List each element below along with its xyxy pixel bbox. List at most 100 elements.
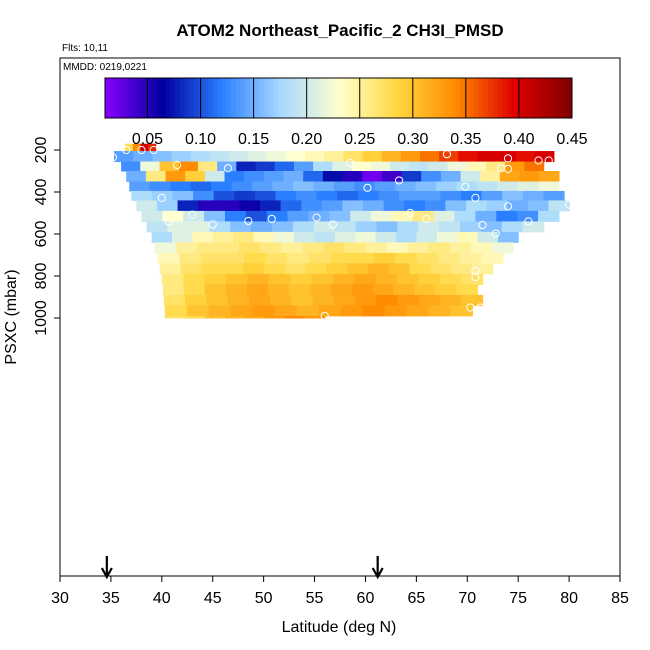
heatmap-cell (126, 171, 147, 182)
heatmap-cell (363, 200, 385, 212)
heatmap-cell (501, 221, 524, 233)
heatmap-cell (178, 161, 199, 172)
colorbar-swatch (487, 78, 494, 118)
heatmap-cell (198, 200, 220, 212)
heatmap-cell (375, 231, 397, 243)
heatmap-cell (357, 190, 380, 201)
sample-point (466, 303, 475, 312)
heatmap-cell (365, 242, 388, 254)
colorbar-swatch (114, 78, 120, 118)
heatmap-cell (397, 294, 420, 306)
colorbar-swatch (310, 78, 316, 118)
heatmap-cell (497, 231, 519, 243)
heatmap-cell (305, 151, 325, 163)
colorbar-swatch (459, 78, 466, 118)
sample-point (471, 193, 480, 202)
colorbar-swatch (254, 78, 260, 118)
colorbar-swatch (431, 78, 438, 118)
heatmap-cell (376, 294, 399, 306)
heatmap-cell (384, 305, 408, 317)
colorbar-swatch (422, 78, 428, 118)
colorbar-swatch (469, 78, 475, 118)
heatmap-cell (273, 231, 295, 243)
heatmap-cell (151, 231, 173, 243)
colorbar-swatch (231, 78, 237, 118)
heatmap-cell (184, 315, 206, 319)
heatmap-cell (260, 200, 282, 212)
heatmap-cell (236, 161, 257, 172)
sample-point (478, 220, 487, 230)
heatmap-cell (190, 181, 212, 192)
sample-point (544, 156, 553, 165)
heatmap-cell (252, 305, 276, 317)
heatmap-cell (227, 294, 250, 306)
heatmap-cell (419, 190, 441, 201)
sample-point (442, 150, 452, 159)
heatmap-cell (329, 210, 351, 222)
colorbar-swatch (441, 78, 447, 118)
sample-points (108, 145, 574, 320)
colorbar-swatch (273, 78, 279, 118)
heatmap-cell (272, 181, 294, 192)
colorbar-swatch (483, 78, 489, 118)
heatmap-cell (409, 161, 429, 172)
colorbar-swatch (534, 78, 540, 118)
heatmap-cell (302, 242, 324, 254)
colorbar-swatch (217, 78, 223, 118)
colorbar-swatch (366, 78, 372, 118)
heatmap-cell (251, 221, 273, 233)
colorbar-swatch (375, 78, 382, 118)
heatmap-cell (163, 294, 186, 306)
heatmap-cell (435, 284, 458, 296)
heatmap-cell (440, 294, 462, 306)
colorbar: 0.05 0.10 0.15 0.20 0.25 0.30 0.35 0.40 0.45 (104, 77, 588, 148)
colorbar-tick-label: 0.20 (291, 131, 322, 148)
colorbar-swatch (385, 78, 391, 118)
heatmap-cell (333, 294, 356, 306)
heatmap-cell (244, 171, 265, 182)
heatmap-cell (314, 231, 336, 243)
heatmap-cell (213, 190, 235, 201)
heatmap-cell (141, 210, 163, 222)
heatmap-cell (460, 171, 481, 182)
x-tick-label: 85 (611, 590, 629, 607)
heatmap-cell (362, 171, 383, 182)
flight-markers (100, 556, 384, 580)
heatmap-cell (342, 200, 364, 212)
heatmap-cell (246, 284, 269, 296)
sample-point (122, 145, 131, 155)
colorbar-swatch (184, 78, 190, 118)
colorbar-tick-label: 0.05 (132, 131, 163, 148)
heatmap-cell (418, 221, 440, 233)
y-tick-label: 800 (33, 263, 50, 290)
x-tick-label: 35 (102, 590, 120, 607)
heatmap-cell (211, 181, 233, 192)
heatmap-cell (313, 221, 336, 233)
heatmap-cell (430, 263, 452, 275)
y-axis-label: PSXC (mbar) (3, 269, 20, 364)
heatmap-cell (486, 161, 506, 172)
colorbar-swatch (259, 78, 265, 118)
heatmap-cell (439, 221, 461, 233)
heatmap-cell (265, 252, 288, 264)
colorbar-swatch (287, 78, 293, 118)
heatmap-cell (231, 181, 253, 192)
colorbar-swatch (371, 78, 377, 118)
heatmap-cell (351, 284, 374, 296)
heatmap-cell (247, 273, 270, 285)
heatmap-cell (136, 200, 158, 212)
colorbar-swatch (193, 78, 199, 118)
heatmap-cell (477, 151, 498, 163)
colorbar-swatch (562, 78, 568, 118)
colorbar-swatch (291, 78, 297, 118)
heatmap-cell (517, 181, 540, 192)
heatmap-cell (342, 171, 363, 182)
colorbar-swatch (403, 78, 410, 118)
colorbar-swatch (207, 78, 213, 118)
heatmap-cell (212, 231, 234, 243)
x-axis: 30 35 40 45 50 55 60 65 70 75 80 85 (51, 576, 629, 607)
heatmap-cell (225, 284, 248, 296)
sample-point (363, 183, 372, 192)
heatmap-cell (222, 252, 245, 264)
heatmap-cell (477, 231, 499, 243)
